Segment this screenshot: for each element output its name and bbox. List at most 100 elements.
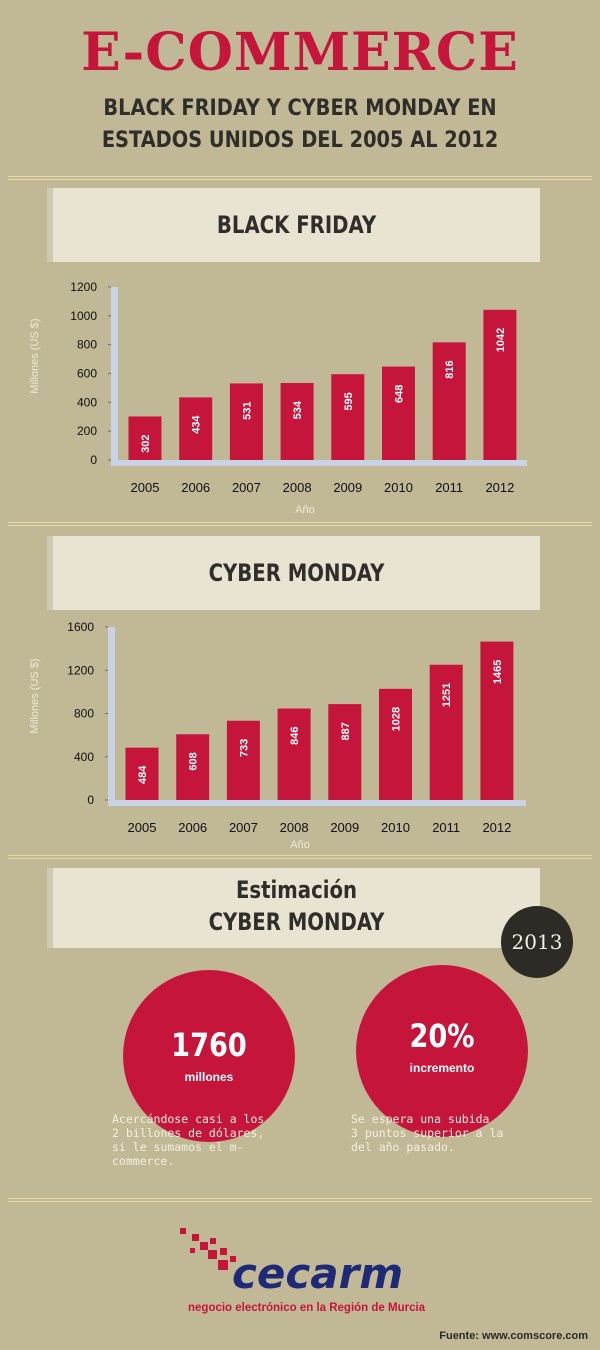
x-axis	[111, 460, 527, 466]
note-line: 3 puntos superior a la	[351, 1126, 504, 1140]
bar	[229, 383, 263, 460]
y-tick-label: 1200	[70, 280, 97, 294]
increment-circle: 20% incremento	[356, 965, 528, 1137]
x-axis-label: Año	[290, 839, 310, 851]
cyber-monday-title: CYBER MONDAY	[208, 559, 385, 587]
bar	[226, 720, 260, 800]
increment-unit: incremento	[409, 1061, 475, 1075]
increment-note: Se espera una subida 3 puntos superior a…	[351, 1112, 503, 1154]
page-title: E-COMMERCE	[81, 22, 519, 83]
bar	[480, 641, 514, 800]
y-tick-label: 200	[77, 424, 97, 438]
x-tick-label: 2012	[482, 820, 511, 835]
y-tick-label: 800	[77, 338, 97, 352]
x-tick-label: 2010	[381, 820, 410, 835]
divider	[8, 522, 592, 526]
y-tick-label: 800	[74, 707, 94, 721]
bar-data-label: 531	[241, 401, 253, 419]
note-line: del año pasado.	[351, 1140, 455, 1154]
y-tick-label: 1600	[67, 620, 94, 634]
bar	[280, 383, 314, 460]
bar-data-label: 1251	[441, 683, 453, 707]
logo-wordmark: cecarm	[232, 1249, 403, 1298]
black-friday-panel: BLACK FRIDAY	[53, 188, 540, 262]
bar	[432, 342, 466, 460]
note-line: Acercándose casi a los	[112, 1112, 265, 1126]
subtitle-line-1: BLACK FRIDAY Y CYBER MONDAY EN	[103, 96, 497, 121]
bar-data-label: 1042	[495, 328, 507, 352]
bar	[379, 688, 412, 800]
subtitle-line-2: ESTADOS UNIDOS DEL 2005 AL 2012	[101, 128, 499, 153]
bar-data-label: 1028	[391, 707, 403, 731]
estimate-title-line-2: CYBER MONDAY	[208, 908, 385, 936]
x-tick-label: 2005	[128, 820, 157, 835]
x-tick-label: 2009	[333, 480, 362, 495]
x-axis-label: Año	[295, 504, 315, 516]
x-tick-label: 2009	[330, 820, 359, 835]
estimate-title-line-1: Estimación	[235, 876, 358, 904]
bar-data-label: 846	[289, 727, 301, 745]
y-axis	[111, 287, 118, 460]
y-tick-label: 600	[77, 367, 97, 381]
y-axis-label: Millones (US $)	[29, 318, 41, 393]
logo-pixel-mark	[180, 1228, 236, 1270]
bar-data-label: 534	[292, 400, 304, 419]
x-tick-label: 2008	[280, 820, 309, 835]
x-axis	[108, 800, 526, 806]
bar	[331, 374, 365, 460]
x-tick-label: 2010	[384, 480, 413, 495]
x-tick-label: 2008	[283, 480, 312, 495]
increment-value: 20%	[409, 1017, 475, 1055]
bar	[483, 309, 517, 460]
x-tick-label: 2005	[131, 480, 160, 495]
bar-data-label: 887	[340, 722, 352, 740]
note-line: commerce.	[112, 1154, 175, 1168]
bar-data-label: 1465	[492, 660, 504, 684]
bar	[382, 366, 415, 460]
cyber-monday-chart: 0 400 800 1200 1600 484 2005 608 2006 733 2007 846 2…	[29, 620, 526, 851]
y-tick-label: 0	[87, 793, 94, 807]
black-friday-title: BLACK FRIDAY	[216, 211, 377, 239]
bar-data-label: 434	[191, 415, 203, 434]
estimate-value: 1760	[171, 1026, 247, 1064]
y-axis-label: Millones (US $)	[29, 658, 41, 733]
y-tick-label: 400	[74, 750, 94, 764]
estimate-unit: millones	[184, 1070, 234, 1084]
bar	[125, 747, 159, 800]
note-line: 2 billones de dólares,	[112, 1126, 265, 1140]
bar-data-label: 595	[343, 392, 355, 410]
estimate-note: Acercándose casi a los 2 billones de dól…	[112, 1112, 264, 1168]
y-tick-label: 1000	[70, 309, 97, 323]
x-tick-label: 2007	[229, 820, 258, 835]
y-tick-label: 1200	[67, 663, 94, 677]
bar	[429, 664, 463, 800]
note-line: Se espera una subida	[351, 1112, 490, 1126]
bar-data-label: 648	[394, 385, 406, 403]
divider	[8, 1198, 592, 1202]
x-tick-label: 2006	[178, 820, 207, 835]
x-tick-label: 2007	[232, 480, 261, 495]
x-tick-label: 2011	[432, 820, 460, 835]
black-friday-chart: 0 200 400 600 800 1000 1200 302 2005 434 2006 531 20…	[29, 280, 527, 516]
bar	[128, 416, 162, 460]
estimate-value-circle: 1760 millones	[123, 970, 295, 1142]
year-badge: 2013	[501, 906, 573, 978]
cyber-monday-panel: CYBER MONDAY	[53, 536, 540, 610]
divider	[8, 176, 592, 180]
y-tick-label: 400	[77, 395, 97, 409]
bar-data-label: 733	[238, 739, 250, 757]
bar	[277, 708, 311, 800]
bar	[176, 734, 210, 800]
bar	[179, 397, 213, 460]
bar-data-label: 816	[444, 360, 456, 378]
source-note: Fuente: www.comscore.com	[439, 1330, 588, 1342]
divider	[8, 855, 592, 859]
logo-tagline: negocio electrónico en la Región de Murc…	[188, 1302, 426, 1314]
note-line: si le sumamos el m-	[112, 1140, 244, 1154]
x-tick-label: 2006	[181, 480, 210, 495]
bar-data-label: 608	[188, 752, 200, 770]
bar	[328, 704, 362, 800]
y-tick-label: 0	[90, 453, 97, 467]
cecarm-logo: cecarm negocio electrónico en la Región …	[180, 1228, 426, 1314]
estimate-panel: Estimación CYBER MONDAY	[53, 868, 540, 948]
